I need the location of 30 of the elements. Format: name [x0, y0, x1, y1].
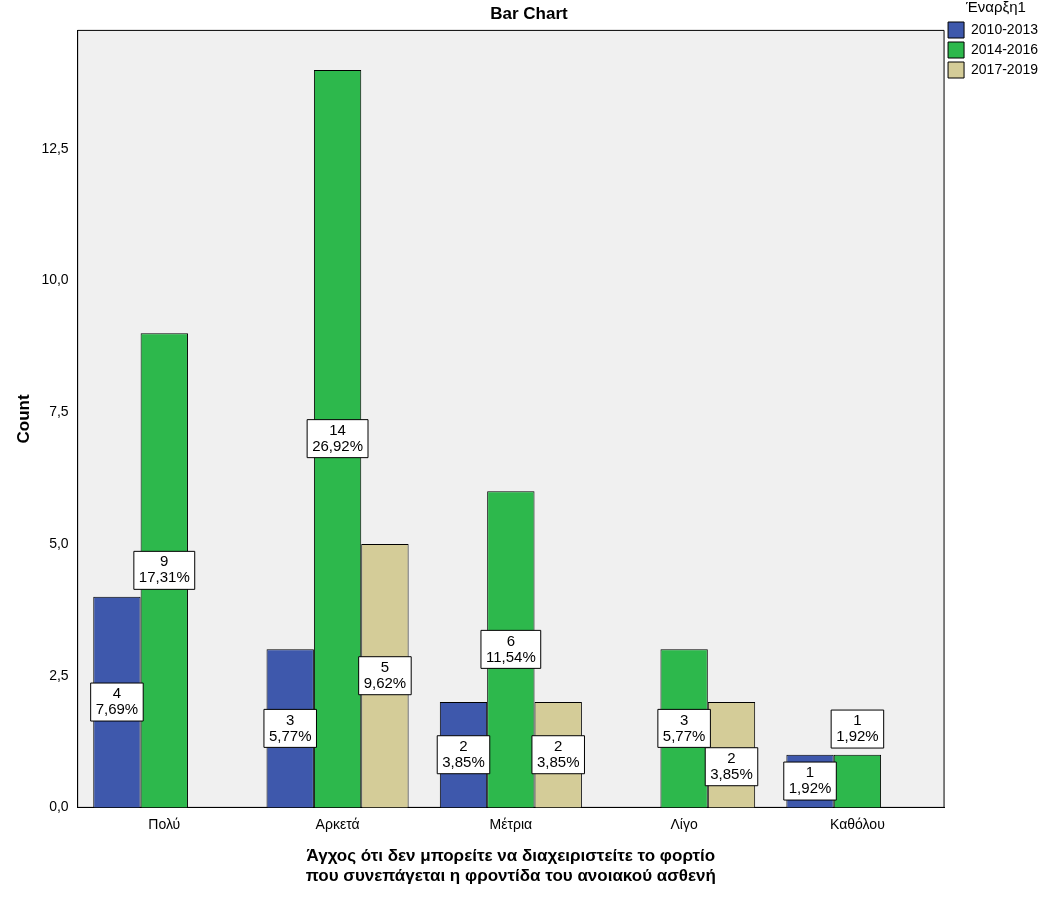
- legend-label: 2014-2016: [971, 40, 1039, 57]
- x-tick-label: Πολύ: [148, 815, 181, 832]
- data-label: 6 11,54%: [485, 631, 536, 665]
- y-tick-label: 7,5: [49, 403, 69, 420]
- x-tick-label: Καθόλου: [830, 815, 885, 832]
- data-label: 2 3,85%: [536, 736, 580, 770]
- y-tick-label: 0,0: [49, 798, 69, 815]
- data-label: 3 5,77%: [662, 710, 706, 744]
- legend-title: Έναρξη1: [965, 0, 1026, 15]
- data-label: 9 17,31%: [138, 552, 190, 586]
- data-label: 1 1,92%: [788, 763, 832, 797]
- y-tick-label: 10,0: [41, 271, 69, 288]
- y-tick-label: 12,5: [41, 139, 69, 156]
- data-label: 14 26,92%: [312, 420, 364, 454]
- y-tick-label: 2,5: [49, 666, 69, 683]
- x-tick-label: Λίγο: [670, 815, 698, 832]
- legend-label: 2017-2019: [971, 60, 1039, 77]
- data-label: 5 9,62%: [363, 657, 407, 691]
- data-label: 2 3,85%: [442, 736, 485, 770]
- chart-title: Bar Chart: [490, 3, 569, 23]
- data-label: 4 7,69%: [95, 684, 139, 718]
- data-label: 1 1,92%: [836, 711, 879, 745]
- x-tick-label: Αρκετά: [315, 815, 360, 832]
- data-label: 2 3,85%: [710, 748, 753, 782]
- legend-label: 2010-2013: [971, 20, 1039, 37]
- x-tick-label: Μέτρια: [489, 815, 533, 832]
- data-label: 3 5,77%: [268, 710, 312, 744]
- y-axis-title: Count: [13, 394, 33, 444]
- y-tick-label: 5,0: [49, 534, 69, 551]
- x-axis-title: Άγχος ότι δεν μπορείτε να διαχειριστείτε το φορτίο που συνεπάγεται η φροντίδα του ανοιακού ασθενή: [305, 846, 716, 886]
